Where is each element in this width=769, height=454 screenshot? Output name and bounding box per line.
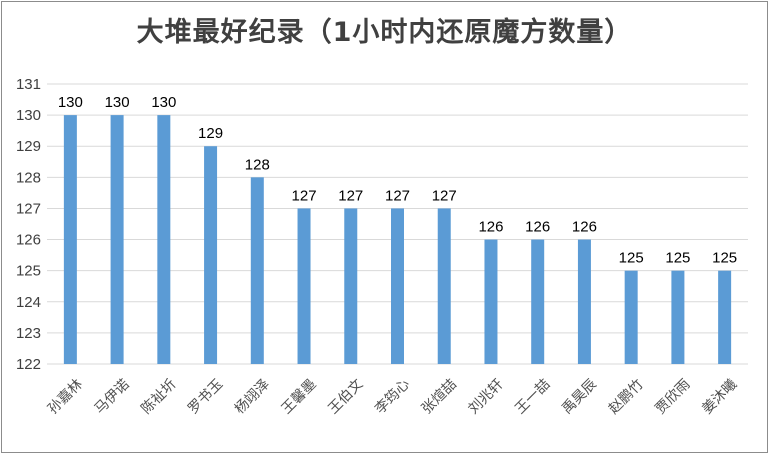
bar	[531, 239, 545, 364]
data-label: 126	[572, 219, 597, 236]
y-tick-label: 125	[16, 263, 41, 280]
y-tick-label: 128	[16, 169, 41, 186]
category-label: 杨翊泽	[232, 376, 273, 417]
bar	[718, 270, 732, 364]
data-label: 128	[245, 156, 270, 173]
category-label: 李筠心	[371, 376, 413, 418]
bar	[437, 208, 451, 364]
y-tick-label: 131	[16, 76, 41, 93]
y-tick-label: 122	[16, 356, 41, 373]
category-label: 王一喆	[512, 376, 553, 417]
y-tick-label: 123	[16, 325, 41, 342]
bar	[484, 239, 498, 364]
category-label: 刘兆轩	[466, 376, 507, 417]
y-tick-label: 124	[16, 294, 41, 311]
category-label: 王伯文	[325, 376, 366, 417]
bar	[157, 115, 171, 364]
category-label: 贾欣雨	[653, 376, 694, 417]
data-label: 126	[478, 219, 503, 236]
category-label: 姜沐曦	[699, 376, 740, 417]
bar	[344, 208, 358, 364]
category-label: 马伊诺	[92, 376, 133, 417]
data-label: 127	[292, 187, 317, 204]
bar	[204, 146, 218, 364]
category-label: 陈祉圻	[138, 376, 180, 418]
data-label: 125	[665, 250, 690, 267]
category-label: 禹昊辰	[559, 376, 600, 417]
bar	[63, 115, 77, 364]
data-label: 129	[198, 125, 223, 142]
chart-title: 大堆最好纪录（1小时内还原魔方数量）	[136, 17, 633, 48]
bar	[297, 208, 311, 364]
data-label: 130	[58, 94, 83, 111]
y-tick-label: 126	[16, 232, 41, 249]
data-label: 127	[432, 187, 457, 204]
category-label: 王馨墨	[279, 376, 320, 417]
bar	[110, 115, 124, 364]
data-label: 126	[525, 219, 550, 236]
category-label: 孙嘉林	[45, 376, 86, 417]
data-label: 125	[712, 250, 737, 267]
data-label: 127	[338, 187, 363, 204]
category-label: 赵鹏竹	[606, 376, 647, 417]
bar	[250, 177, 264, 364]
data-label: 127	[385, 187, 410, 204]
y-tick-label: 127	[16, 200, 41, 217]
bar	[624, 270, 638, 364]
category-label: 罗书玉	[185, 376, 226, 417]
y-tick-label: 130	[16, 107, 41, 124]
category-label: 张煊喆	[419, 376, 460, 417]
bar	[577, 239, 591, 364]
bar	[671, 270, 685, 364]
data-label: 130	[105, 94, 130, 111]
bar	[391, 208, 404, 364]
data-label: 125	[619, 250, 644, 267]
y-tick-label: 129	[16, 138, 41, 155]
data-label: 130	[151, 94, 176, 111]
